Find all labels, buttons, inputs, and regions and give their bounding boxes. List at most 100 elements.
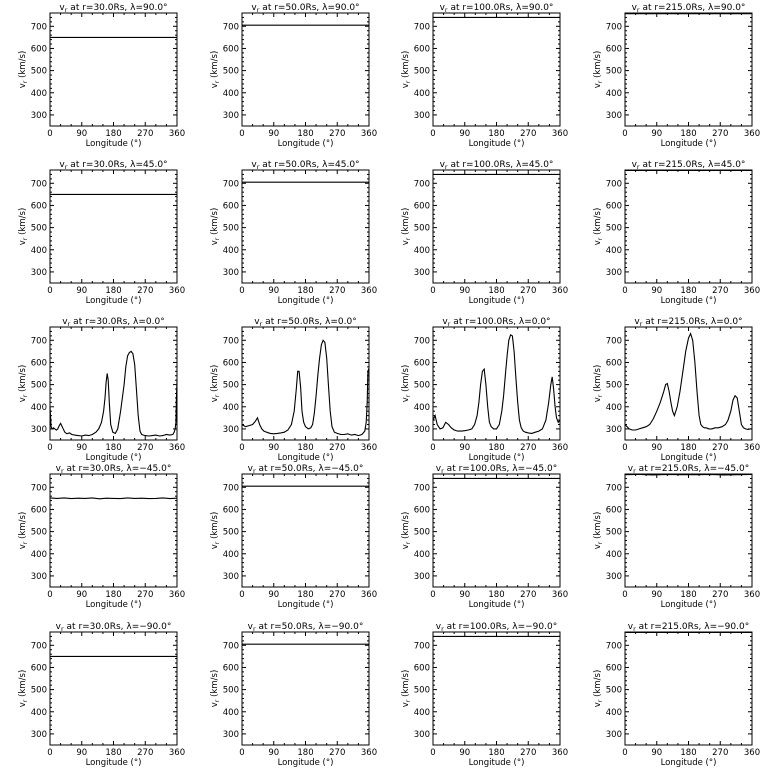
chart-title: vr at r=30.0Rs, λ=−45.0° [56, 464, 172, 475]
y-label-subscript: r [596, 394, 604, 397]
y-tick-label: 300 [31, 730, 47, 740]
y-label-variable: v [593, 702, 603, 707]
y-label-text: (km/s) [210, 51, 220, 81]
chart-title: vr at r=100.0Rs, λ=0.0° [442, 317, 550, 328]
x-tick-label: 90 [76, 748, 87, 758]
x-tick-label: 180 [488, 129, 504, 139]
y-label-text: (km/s) [210, 512, 220, 542]
x-tick-label: 90 [459, 748, 470, 758]
chart-panel: vr at r=30.0Rs, λ=−90.0°0 90 180 270 3603004… [18, 622, 185, 768]
series-line [624, 473, 753, 476]
series-line [49, 350, 178, 437]
title-subscript: r [61, 625, 64, 633]
plot-frame [241, 326, 370, 441]
y-tick-label: 400 [414, 89, 430, 99]
y-tick-label: 300 [31, 111, 47, 121]
title-variable: v [59, 160, 65, 170]
y-label-subscript: r [213, 237, 221, 240]
y-label-variable: v [210, 240, 220, 245]
y-axis-label: vr (km/s) [210, 208, 221, 246]
chart-title: vr at r=215.0Rs, λ=45.0° [632, 160, 746, 171]
x-tick-label: 360 [552, 748, 568, 758]
y-tick-label: 500 [414, 528, 430, 538]
x-tick-label: 180 [105, 443, 121, 453]
y-tick-label: 300 [223, 572, 239, 582]
y-tick-label: 400 [31, 708, 47, 718]
x-tick-label: 180 [680, 590, 696, 600]
y-tick-label: 400 [223, 708, 239, 718]
title-variable: v [251, 3, 257, 13]
y-axis-label: vr (km/s) [593, 365, 604, 403]
chart-panel: vr at r=30.0Rs, λ=−45.0°0 90 180 270 3603004… [18, 464, 185, 610]
y-label-variable: v [18, 83, 28, 88]
title-text: at r=100.0Rs, λ=45.0° [448, 160, 554, 170]
y-tick-label: 300 [223, 425, 239, 435]
chart-panel: vr at r=50.0Rs, λ=0.0°0 90 180 270 360300400… [210, 317, 377, 463]
y-tick-label: 300 [414, 730, 430, 740]
y-tick-label: 500 [606, 381, 622, 391]
title-text: at r=100.0Rs, λ=90.0° [448, 3, 554, 13]
y-tick-label: 300 [606, 425, 622, 435]
x-tick-label: 90 [76, 443, 87, 453]
title-subscript: r [445, 163, 448, 171]
chart-panel: vr at r=215.0Rs, λ=−45.0°0 90 180 270 360300… [593, 464, 760, 610]
chart-panel: vr at r=215.0Rs, λ=0.0°0 90 180 270 36030040… [593, 317, 760, 463]
title-variable: v [59, 3, 65, 13]
y-tick-label: 600 [223, 201, 239, 211]
title-text: at r=30.0Rs, λ=−90.0° [64, 622, 172, 632]
y-tick-label: 400 [31, 246, 47, 256]
title-text: at r=50.0Rs, λ=−45.0° [256, 464, 364, 474]
x-axis-label: Longitude (°) [278, 296, 334, 306]
y-label-variable: v [210, 397, 220, 402]
x-tick-label: 180 [105, 286, 121, 296]
chart-panel: vr at r=100.0Rs, λ=90.0°0 90 180 270 3603004… [401, 3, 568, 149]
y-label-text: (km/s) [401, 51, 411, 81]
x-tick-label: 180 [105, 129, 121, 139]
y-tick-label: 700 [606, 483, 622, 493]
y-tick-label: 600 [414, 44, 430, 54]
y-tick-label: 700 [414, 483, 430, 493]
y-label-variable: v [210, 83, 220, 88]
y-tick-label: 500 [414, 67, 430, 77]
title-variable: v [248, 464, 254, 474]
y-label-text: (km/s) [210, 365, 220, 395]
x-tick-label: 180 [680, 129, 696, 139]
chart-title: vr at r=215.0Rs, λ=−90.0° [628, 622, 749, 633]
plot-frame [241, 473, 370, 588]
y-axis-label: vr (km/s) [210, 670, 221, 708]
chart-title: vr at r=100.0Rs, λ=45.0° [440, 160, 554, 171]
y-label-subscript: r [596, 699, 604, 702]
y-label-variable: v [210, 544, 220, 549]
y-tick-label: 400 [223, 403, 239, 413]
y-tick-label: 400 [606, 246, 622, 256]
y-label-text: (km/s) [18, 512, 28, 542]
x-tick-label: 0 [239, 748, 244, 758]
y-tick-label: 700 [414, 641, 430, 651]
x-axis-label: Longitude (°) [661, 296, 717, 306]
y-label-subscript: r [213, 541, 221, 544]
x-tick-label: 90 [459, 590, 470, 600]
series-line [49, 497, 178, 500]
y-label-variable: v [401, 544, 411, 549]
y-tick-label: 500 [414, 224, 430, 234]
x-tick-label: 0 [47, 443, 52, 453]
x-tick-label: 270 [520, 129, 536, 139]
x-tick-label: 180 [680, 748, 696, 758]
y-label-subscript: r [404, 699, 412, 702]
y-tick-label: 400 [223, 89, 239, 99]
y-tick-label: 700 [223, 179, 239, 189]
y-tick-label: 600 [31, 505, 47, 515]
x-tick-label: 270 [329, 590, 345, 600]
x-tick-label: 360 [552, 286, 568, 296]
y-label-text: (km/s) [401, 208, 411, 238]
y-label-variable: v [593, 240, 603, 245]
x-tick-label: 270 [712, 748, 728, 758]
y-tick-label: 600 [223, 663, 239, 673]
x-tick-label: 90 [651, 590, 662, 600]
y-tick-label: 700 [606, 641, 622, 651]
y-tick-label: 700 [31, 22, 47, 32]
y-label-text: (km/s) [18, 365, 28, 395]
chart-panel: vr at r=215.0Rs, λ=−90.0°0 90 180 270 360300… [593, 622, 760, 768]
title-variable: v [254, 317, 260, 327]
y-label-subscript: r [21, 237, 29, 240]
